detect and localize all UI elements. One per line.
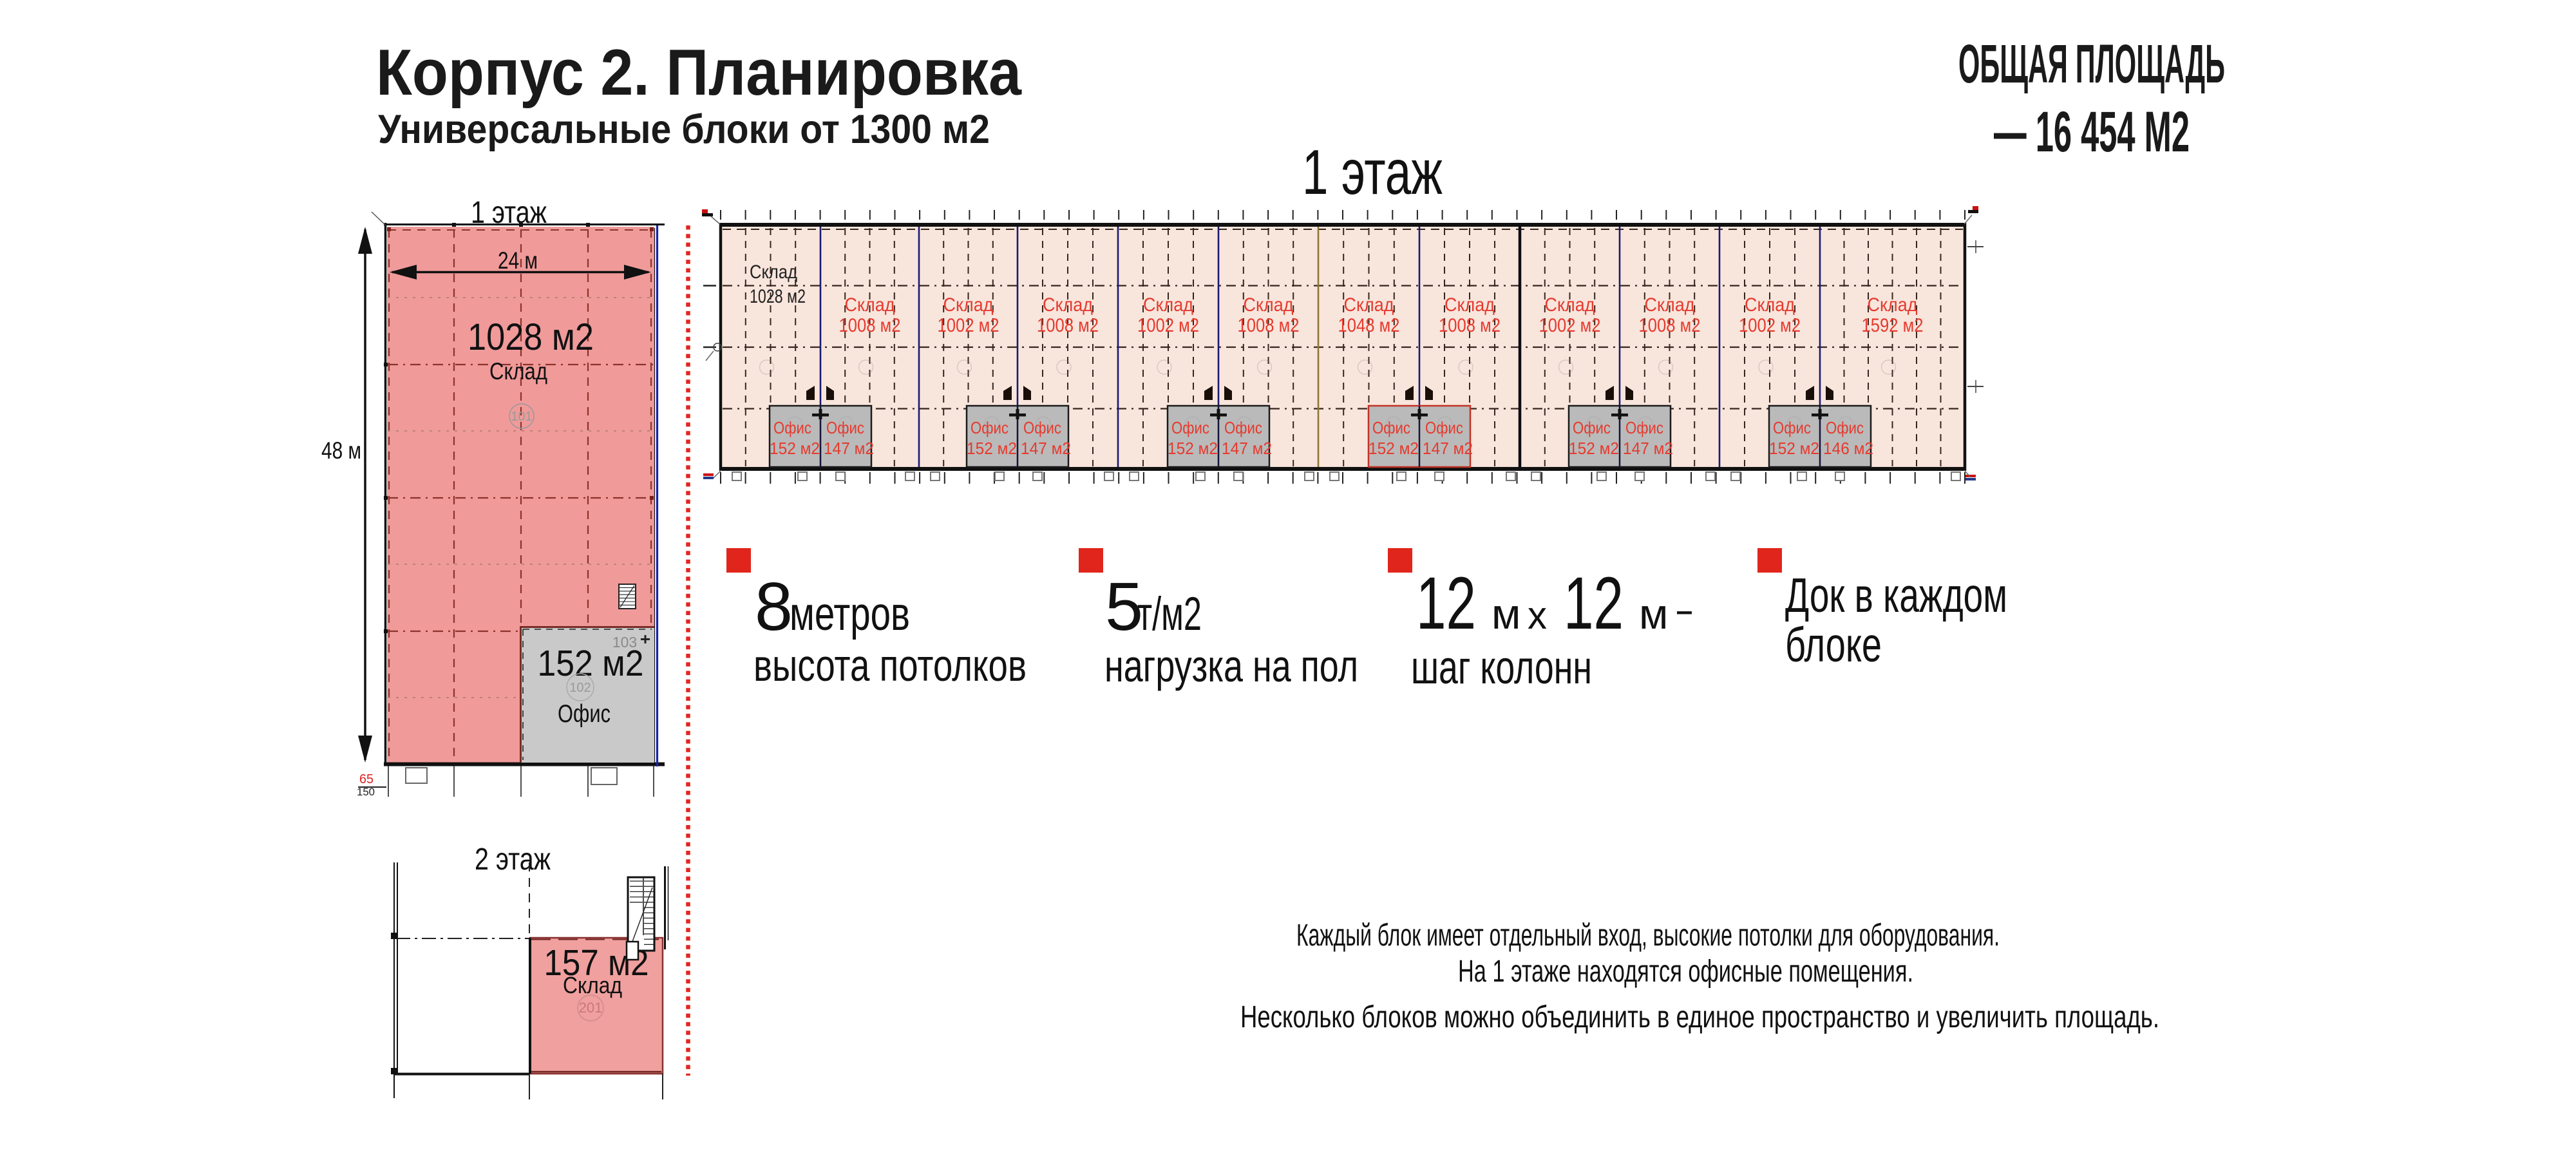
svg-text:24 м: 24 м <box>498 247 538 274</box>
svg-text:1008 м2: 1008 м2 <box>1037 315 1099 336</box>
svg-text:2 этаж: 2 этаж <box>475 842 551 877</box>
svg-text:Офис: Офис <box>1773 418 1811 437</box>
svg-text:8: 8 <box>755 569 793 645</box>
svg-text:152 м2: 152 м2 <box>1769 439 1819 458</box>
svg-text:На 1 этаже находятся офисные п: На 1 этаже находятся офисные помещения. <box>1458 955 1913 989</box>
svg-text:147 м2: 147 м2 <box>824 439 874 458</box>
svg-text:150: 150 <box>357 786 375 798</box>
svg-text:1002 м2: 1002 м2 <box>1539 315 1601 336</box>
svg-text:152 м2: 152 м2 <box>967 439 1017 458</box>
svg-text:Офис: Офис <box>971 418 1009 437</box>
svg-text:12: 12 <box>1416 562 1476 645</box>
svg-text:Универсальные блоки от 1300 м2: Универсальные блоки от 1300 м2 <box>378 107 990 152</box>
svg-text:Склад: Склад <box>563 972 622 998</box>
svg-text:Офис: Офис <box>558 700 611 728</box>
svg-text:Склад: Склад <box>489 358 547 385</box>
svg-text:1048 м2: 1048 м2 <box>1338 315 1400 336</box>
svg-text:201: 201 <box>579 1000 603 1016</box>
svg-text:1002 м2: 1002 м2 <box>1137 315 1199 336</box>
svg-text:Офис: Офис <box>1224 418 1262 437</box>
svg-text:152 м2: 152 м2 <box>1368 439 1419 458</box>
svg-text:Склад: Склад <box>845 294 895 316</box>
svg-text:Офис: Офис <box>1171 418 1209 437</box>
svg-text:147 м2: 147 м2 <box>1222 439 1272 458</box>
svg-text:блоке: блоке <box>1785 618 1882 672</box>
svg-text:Офис: Офис <box>1425 418 1463 437</box>
svg-text:152 м2: 152 м2 <box>538 643 644 684</box>
svg-text:высота потолков: высота потолков <box>753 640 1027 690</box>
svg-text:152 м2: 152 м2 <box>770 439 820 458</box>
svg-text:147 м2: 147 м2 <box>1423 439 1473 458</box>
svg-text:шаг колонн: шаг колонн <box>1411 642 1592 694</box>
svg-text:103: 103 <box>612 634 637 651</box>
svg-text:12: 12 <box>1564 562 1624 645</box>
svg-text:т/м2: т/м2 <box>1137 588 1202 640</box>
svg-text:Склад: Склад <box>1868 294 1918 316</box>
svg-text:м: м <box>1492 590 1520 638</box>
svg-text:152 м2: 152 м2 <box>1168 439 1218 458</box>
svg-text:Склад: Склад <box>1745 294 1795 316</box>
svg-text:1008 м2: 1008 м2 <box>1639 315 1701 336</box>
svg-text:Склад: Склад <box>750 261 797 283</box>
svg-text:Склад: Склад <box>1344 294 1394 316</box>
svg-text:1 этаж: 1 этаж <box>1302 137 1443 207</box>
svg-text:1008 м2: 1008 м2 <box>1238 315 1300 336</box>
svg-text:Офис: Офис <box>826 418 864 437</box>
svg-text:ОБЩАЯ ПЛОЩАДЬ: ОБЩАЯ ПЛОЩАДЬ <box>1958 33 2225 94</box>
svg-text:Склад: Склад <box>1043 294 1093 316</box>
svg-text:152 м2: 152 м2 <box>1569 439 1619 458</box>
svg-text:Корпус 2. Планировка: Корпус 2. Планировка <box>376 37 1022 109</box>
svg-text:Склад: Склад <box>1645 294 1695 316</box>
svg-text:1008 м2: 1008 м2 <box>839 315 901 336</box>
svg-text:метров: метров <box>790 588 910 640</box>
svg-text:1592 м2: 1592 м2 <box>1862 315 1924 336</box>
svg-text:1002 м2: 1002 м2 <box>1739 315 1801 336</box>
svg-text:Склад: Склад <box>943 294 994 316</box>
svg-text:Склад: Склад <box>1143 294 1193 316</box>
svg-text:нагрузка на пол: нагрузка на пол <box>1104 641 1358 691</box>
svg-text:147 м2: 147 м2 <box>1021 439 1071 458</box>
svg-text:Склад: Склад <box>1244 294 1294 316</box>
svg-text:48 м: 48 м <box>321 437 361 464</box>
svg-text:101: 101 <box>511 410 532 424</box>
svg-text:Склад: Склад <box>1545 294 1595 316</box>
svg-text:65: 65 <box>359 772 374 786</box>
svg-text:Офис: Офис <box>1023 418 1061 437</box>
svg-text:–: – <box>1677 585 1692 632</box>
svg-text:— 16 454 М2: — 16 454 М2 <box>1994 99 2190 164</box>
svg-text:Склад: Склад <box>1444 294 1495 316</box>
svg-text:Офис: Офис <box>1826 418 1864 437</box>
svg-text:146 м2: 146 м2 <box>1823 439 1873 458</box>
svg-text:147 м2: 147 м2 <box>1623 439 1673 458</box>
svg-text:5: 5 <box>1105 569 1143 645</box>
svg-text:Каждый блок имеет отдельный вх: Каждый блок имеет отдельный вход, высоки… <box>1296 918 2000 953</box>
svg-text:Офис: Офис <box>1372 418 1410 437</box>
svg-text:x: x <box>1528 594 1547 637</box>
svg-text:Офис: Офис <box>1625 418 1663 437</box>
svg-text:Офис: Офис <box>773 418 811 437</box>
svg-text:Офис: Офис <box>1573 418 1611 437</box>
svg-text:102: 102 <box>569 681 591 695</box>
svg-text:Док в каждом: Док в каждом <box>1785 568 2007 622</box>
svg-text:м: м <box>1639 590 1668 638</box>
svg-text:1028 м2: 1028 м2 <box>750 286 806 307</box>
svg-text:1028 м2: 1028 м2 <box>468 316 594 358</box>
svg-text:1002 м2: 1002 м2 <box>938 315 999 336</box>
svg-text:Несколько блоков можно объедин: Несколько блоков можно объединить в един… <box>1240 1000 2159 1034</box>
svg-text:1008 м2: 1008 м2 <box>1439 315 1501 336</box>
